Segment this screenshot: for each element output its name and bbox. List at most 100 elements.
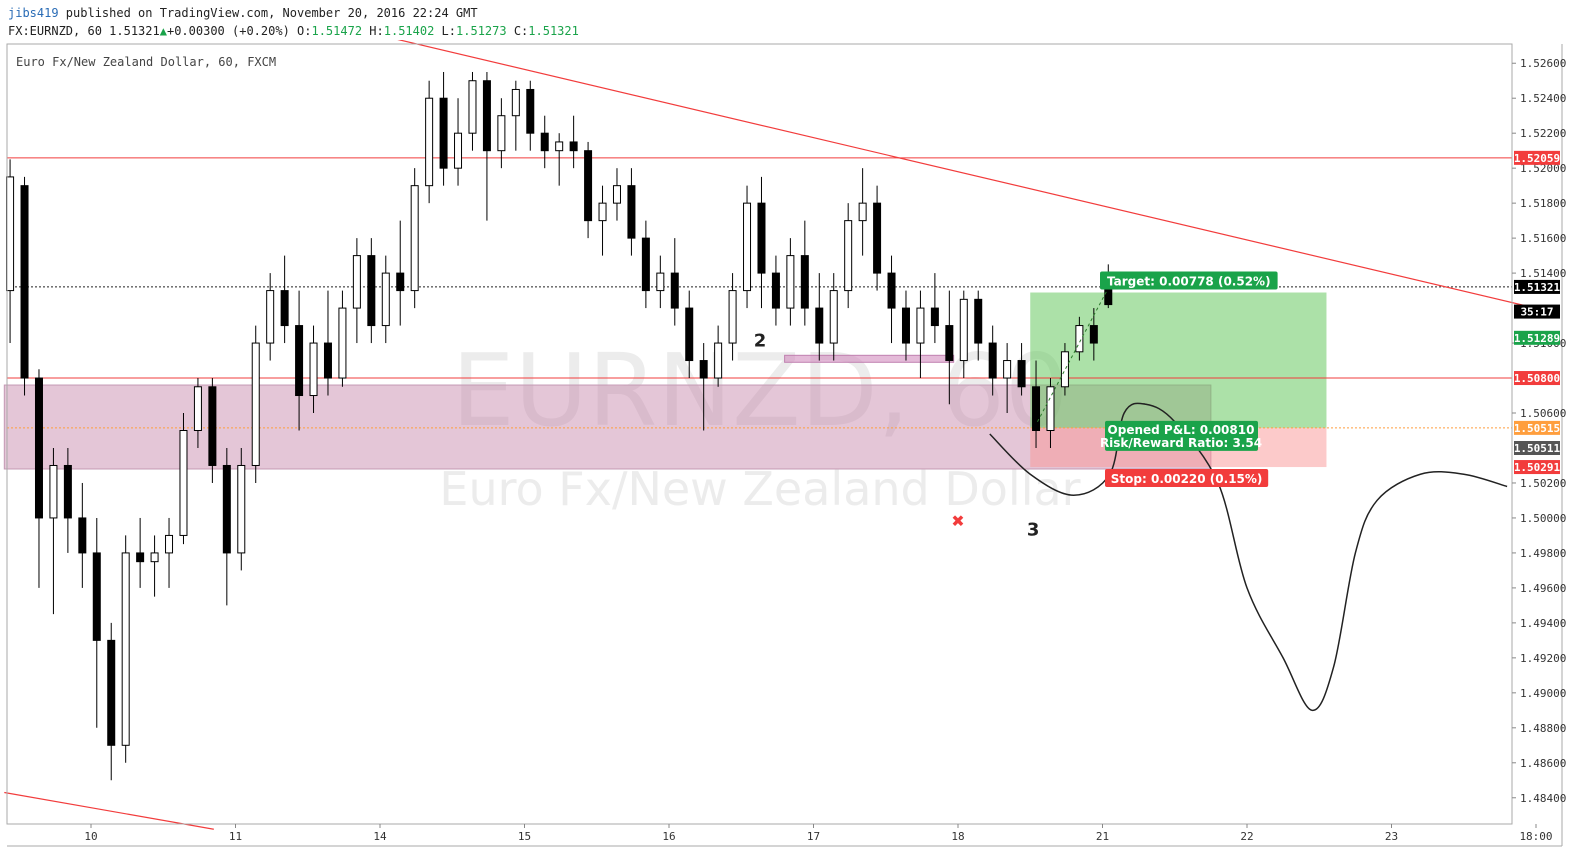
plot-border (6, 43, 1513, 825)
candle-body (323, 342, 332, 379)
symbol-label: FX:EURNZD, 60 (8, 24, 110, 38)
close-value: 1.51321 (528, 24, 579, 38)
chart-title-text: Euro Fx/New Zealand Dollar, 60, FXCM (16, 55, 276, 69)
y-tick-label: 1.51400 (1520, 267, 1566, 280)
candle-body (222, 464, 231, 554)
stop-label: Stop: 0.00220 (0.15%) (1105, 469, 1269, 488)
y-tick-label: 1.49600 (1520, 582, 1566, 595)
x-tick-label: 22 (1240, 830, 1253, 843)
candle-body (771, 272, 780, 309)
candle-body (439, 97, 448, 169)
y-tick-label: 1.48400 (1520, 792, 1566, 805)
trade-path (1037, 285, 1111, 422)
published-text: published on TradingView.com, November 2… (58, 6, 478, 20)
high-value: 1.51402 (383, 24, 435, 38)
candle-body (1003, 360, 1012, 379)
x-tick-label: 11 (229, 830, 242, 843)
pnl-text: Opened P&L: 0.00810 (1108, 423, 1255, 437)
y-tick-label: 1.49800 (1520, 547, 1566, 560)
candle-body (555, 141, 564, 152)
chart-header: jibs419 published on TradingView.com, No… (0, 0, 1584, 40)
candle-body (612, 185, 621, 204)
candle-body (179, 430, 188, 536)
candle-body (482, 80, 491, 152)
candle-body (844, 220, 853, 292)
candle-body (699, 360, 708, 379)
candle-body (988, 342, 997, 379)
price-tag-text: 1.51321 (1514, 281, 1561, 294)
target-zone (1030, 292, 1327, 428)
price-tag-bg (1514, 279, 1560, 294)
y-tick-label: 1.52400 (1520, 92, 1566, 105)
candle-body (92, 552, 101, 641)
candle-body (1046, 386, 1055, 432)
candle-body (540, 132, 549, 152)
candle-body (295, 325, 304, 397)
candle-body (569, 141, 578, 152)
candle-body (20, 185, 29, 379)
x-tick-label: 14 (373, 830, 387, 843)
candle-body (743, 202, 752, 292)
price-tag-bg (1514, 371, 1560, 386)
price-tag-bg (1514, 330, 1560, 345)
open-value: 1.51472 (311, 24, 363, 38)
target-label-text: Target: 0.00778 (0.52%) (1107, 275, 1271, 289)
x-tick-label: 18 (951, 830, 964, 843)
trend-line (397, 40, 1551, 313)
candle-body (136, 552, 145, 563)
price-tag-bg (1514, 440, 1560, 455)
price-tag: 1.51321 (1514, 279, 1561, 294)
candle-body (237, 464, 246, 554)
candle-body (468, 80, 477, 134)
author-link[interactable]: jibs419 (8, 6, 59, 20)
candle-body (1089, 325, 1098, 344)
low-label: L: (434, 24, 457, 38)
candle-body (728, 290, 737, 344)
up-triangle-icon: ▲ (159, 24, 167, 38)
candle-body (1060, 351, 1069, 388)
low-value: 1.51273 (456, 24, 507, 38)
price-tag-bg (1514, 420, 1560, 435)
wave-label: 3 (1027, 519, 1040, 540)
high-label: H: (362, 24, 384, 38)
y-tick-label: 1.51800 (1520, 197, 1566, 210)
candle-body (800, 255, 809, 309)
price-chart[interactable]: EURNZD, 60Euro Fx/New Zealand Dollar 23✖… (0, 40, 1584, 859)
price-tag-text: 35:17 (1520, 306, 1553, 319)
candle-body (887, 272, 896, 309)
price-tag-text: 1.52059 (1514, 152, 1560, 165)
candle-body (873, 202, 882, 274)
price-tag-text: 1.50291 (1514, 461, 1561, 474)
y-tick-label: 1.49400 (1520, 617, 1566, 630)
price-tag: 1.52059 (1514, 150, 1560, 165)
price-tag: 35:17 (1514, 304, 1560, 319)
watermark-name: Euro Fx/New Zealand Dollar (439, 462, 1080, 516)
candle-body (786, 255, 795, 309)
target-label: Target: 0.00778 (0.52%) (1100, 271, 1278, 290)
y-tick-label: 1.50000 (1520, 512, 1566, 525)
candle-body (1075, 325, 1084, 353)
candle-body (627, 185, 636, 239)
candle-body (945, 325, 954, 362)
candle-body (165, 534, 174, 554)
x-tick-label: 15 (518, 830, 531, 843)
x-tick-label: 16 (662, 830, 675, 843)
candle-body (454, 132, 463, 169)
y-tick-label: 1.50200 (1520, 477, 1566, 490)
candle-body (757, 202, 766, 274)
time-axis[interactable]: 10 11 14 15 16 17 18 21 22 23 18:00 (84, 824, 1553, 843)
price-axis[interactable]: 1.52600 1.52400 1.52200 1.52000 1.51800 1.516… (1512, 57, 1566, 805)
y-tick-label: 1.52000 (1520, 162, 1566, 175)
candle-body (1017, 360, 1026, 388)
last-price: 1.51321 (109, 24, 160, 38)
stop-label-text: Stop: 0.00220 (0.15%) (1111, 472, 1263, 486)
candle-body (916, 307, 925, 344)
candle-body (280, 290, 289, 327)
y-tick-label: 1.51600 (1520, 232, 1566, 245)
price-tag-text: 1.50511 (1514, 442, 1561, 455)
price-tag: 1.50800 (1514, 371, 1560, 386)
y-tick-label: 1.49000 (1520, 687, 1566, 700)
candle-body (526, 88, 535, 134)
price-tag-bg (1514, 150, 1560, 165)
price-tag: 1.50291 (1514, 460, 1561, 475)
